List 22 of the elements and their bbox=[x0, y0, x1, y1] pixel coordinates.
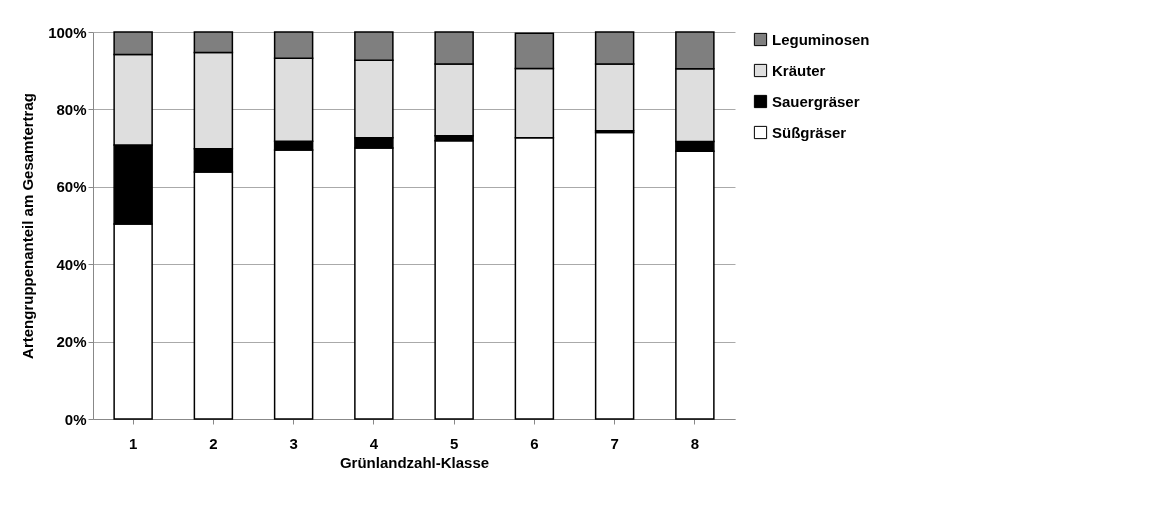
legend-label: Kräuter bbox=[772, 61, 826, 79]
y-tick-label: 80% bbox=[56, 100, 87, 118]
x-tick-label: 6 bbox=[530, 434, 539, 452]
x-tick-label: 8 bbox=[690, 434, 700, 452]
x-tick-label: 1 bbox=[128, 434, 138, 452]
bar bbox=[434, 140, 474, 420]
y-tick-label: 20% bbox=[56, 333, 87, 351]
y-tick-label: 0% bbox=[64, 410, 87, 428]
legend-label: Sauergräser bbox=[772, 92, 860, 110]
x-tick-label: 7 bbox=[610, 434, 619, 452]
legend-label: Süßgräser bbox=[772, 123, 847, 141]
x-tick-label: 3 bbox=[289, 434, 298, 452]
y-tick-label: 60% bbox=[56, 178, 87, 196]
bar bbox=[594, 131, 635, 420]
x-tick-label: 4 bbox=[369, 434, 379, 452]
x-tick-label: 2 bbox=[209, 434, 218, 452]
x-tick-label: 5 bbox=[449, 434, 459, 452]
y-tick-label: 100% bbox=[48, 23, 87, 41]
y-axis-title: Artengruppenanteil am Gesamtertrag bbox=[19, 93, 37, 359]
legend-label: Leguminosen bbox=[772, 30, 870, 48]
x-axis-title: Grünlandzahl-Klasse bbox=[339, 453, 490, 471]
y-tick-label: 40% bbox=[56, 255, 87, 273]
